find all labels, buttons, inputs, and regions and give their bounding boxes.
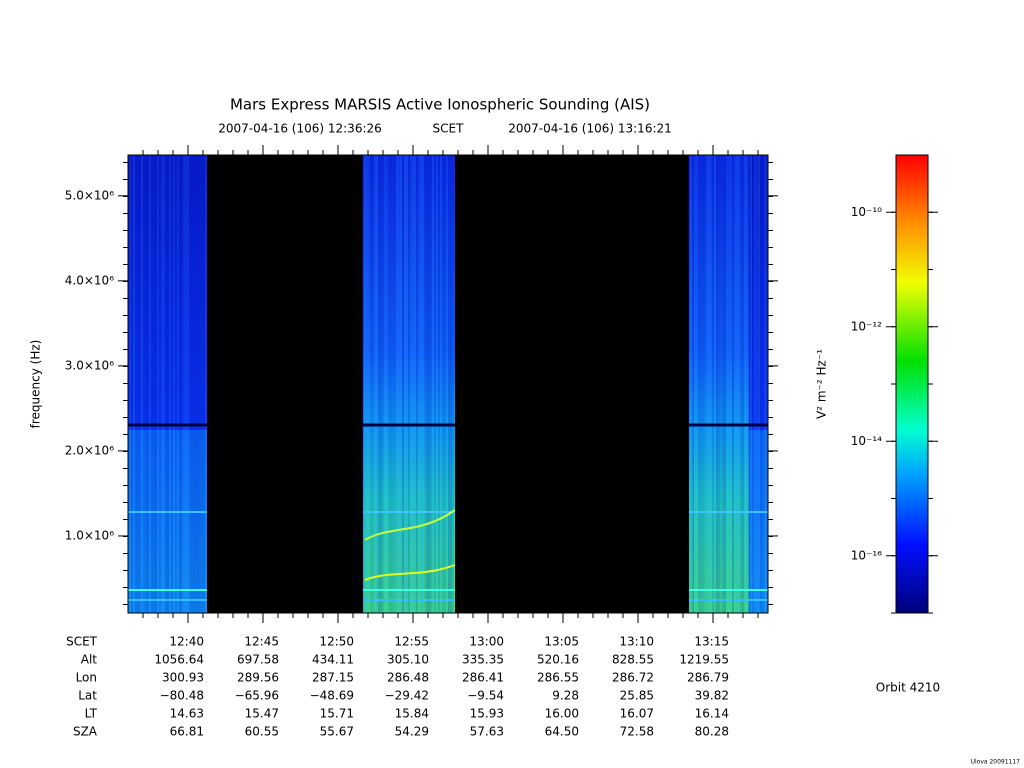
x-tick-label: 13:05: [544, 635, 579, 649]
footer: Ulova 20091117: [971, 759, 1021, 766]
ephemeris-value: −80.48: [160, 689, 204, 703]
colorbar-tick-label: 10⁻¹⁰: [851, 205, 882, 219]
ephemeris-value: −48.69: [310, 689, 354, 703]
subtitle-end: 2007-04-16 (106) 13:16:21: [508, 122, 672, 136]
ephemeris-value: 14.63: [170, 707, 204, 721]
ephemeris-value: −65.96: [235, 689, 279, 703]
ephemeris-value: 335.35: [462, 653, 504, 667]
spectrogram-block: [689, 155, 749, 613]
ephemeris-value: 66.81: [170, 725, 204, 739]
ephemeris-value: 39.82: [695, 689, 729, 703]
ephemeris-value: 300.93: [162, 671, 204, 685]
ephemeris-value: 286.41: [462, 671, 504, 685]
ephemeris-value: 80.28: [695, 725, 729, 739]
ephemeris-name: LT: [85, 707, 98, 721]
x-tick-label: 13:15: [694, 635, 729, 649]
x-tick-label: 12:50: [319, 635, 354, 649]
ephemeris-value: 55.67: [320, 725, 354, 739]
ephemeris-value: 57.63: [470, 725, 504, 739]
ephemeris-value: 60.55: [245, 725, 279, 739]
y-axis-label: frequency (Hz): [29, 340, 43, 429]
spectrogram-block: [749, 155, 768, 613]
x-tick-label: 13:00: [469, 635, 504, 649]
ephemeris-value: 286.48: [387, 671, 429, 685]
x-tick-label: 12:55: [394, 635, 429, 649]
ephemeris-value: 64.50: [545, 725, 579, 739]
y-tick-label: 4.0×10⁶: [65, 273, 114, 287]
ephemeris-value: 9.28: [552, 689, 579, 703]
y-tick-label: 2.0×10⁶: [65, 443, 114, 457]
ephemeris-value: 15.71: [320, 707, 354, 721]
ephemeris-name: Lon: [76, 671, 97, 685]
colorbar-tick-label: 10⁻¹²: [851, 319, 882, 333]
ephemeris-value: 15.47: [245, 707, 279, 721]
ephemeris-value: 1219.55: [679, 653, 729, 667]
spectrogram-texture: [364, 509, 456, 541]
y-tick-label: 1.0×10⁶: [65, 528, 114, 542]
ephemeris-value: 1056.64: [154, 653, 204, 667]
ephemeris-value: 286.72: [612, 671, 654, 685]
ephemeris-value: 520.16: [537, 653, 579, 667]
colorbar: [895, 154, 929, 614]
ephemeris-value: 15.93: [470, 707, 504, 721]
y-tick-label: 3.0×10⁶: [65, 358, 114, 372]
x-tick-label: 12:45: [244, 635, 279, 649]
ephemeris-value: 434.11: [312, 653, 354, 667]
ephemeris-value: 287.15: [312, 671, 354, 685]
ephemeris-value: 286.79: [687, 671, 729, 685]
ephemeris-value: 25.85: [620, 689, 654, 703]
ephemeris-value: −9.54: [467, 689, 504, 703]
colorbar-tick-label: 10⁻¹⁶: [851, 548, 882, 562]
colorbar-tick-label: 10⁻¹⁴: [851, 434, 882, 448]
x-axis-label: SCET: [66, 635, 98, 649]
ephemeris-value: 697.58: [237, 653, 279, 667]
colorbar-label: V² m⁻² Hz⁻¹: [815, 349, 829, 419]
ephemeris-name: SZA: [73, 725, 98, 739]
x-tick-label: 13:10: [619, 635, 654, 649]
spectrogram-block: [363, 155, 455, 613]
ephemeris-value: 16.07: [620, 707, 654, 721]
ephemeris-value: 289.56: [237, 671, 279, 685]
y-tick-label: 5.0×10⁶: [65, 188, 114, 202]
spectrogram: [127, 155, 768, 613]
orbit: Orbit 4210: [876, 681, 940, 695]
ephemeris-value: 72.58: [620, 725, 654, 739]
subtitle-start: 2007-04-16 (106) 12:36:26: [218, 122, 382, 136]
ephemeris-name: Lat: [78, 689, 97, 703]
ephemeris-value: 305.10: [387, 653, 429, 667]
ephemeris-value: −29.42: [385, 689, 429, 703]
ephemeris-value: 16.00: [545, 707, 579, 721]
ephemeris-value: 16.14: [695, 707, 729, 721]
ephemeris-value: 286.55: [537, 671, 579, 685]
chart-title: Mars Express MARSIS Active Ionospheric S…: [230, 96, 650, 114]
ephemeris-value: 15.84: [395, 707, 429, 721]
ephemeris-name: Alt: [81, 653, 98, 667]
spectrogram-texture: [364, 564, 456, 581]
subtitle-timescale: SCET: [433, 122, 465, 136]
ephemeris-value: 828.55: [612, 653, 654, 667]
x-tick-label: 12:40: [169, 635, 204, 649]
ephemeris-value: 54.29: [395, 725, 429, 739]
